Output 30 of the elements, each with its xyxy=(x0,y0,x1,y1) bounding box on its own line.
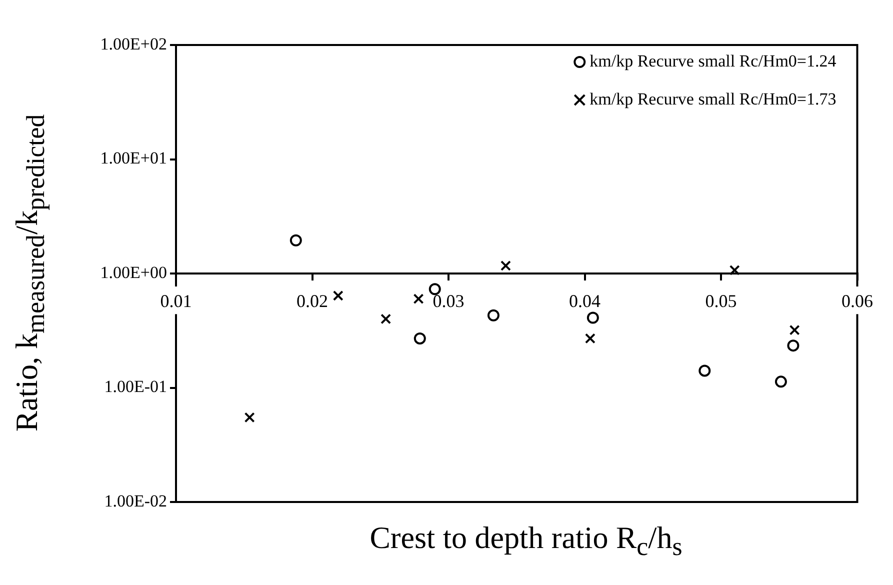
x-tick-label: 0.06 xyxy=(842,291,873,312)
point xyxy=(787,340,800,352)
y-tick-label: 1.00E-02 xyxy=(104,491,167,510)
point xyxy=(789,324,800,336)
point xyxy=(584,333,596,344)
point xyxy=(586,312,599,324)
point xyxy=(414,332,426,344)
point xyxy=(332,290,344,301)
x-tick-label: 0.05 xyxy=(705,291,737,312)
x-tick-label: 0.01 xyxy=(160,291,192,312)
legend-label: km/kp Recurve small Rc/Hm0=1.24 xyxy=(590,51,837,70)
y-tick-label: 1.00E+01 xyxy=(100,148,167,168)
point xyxy=(244,412,255,423)
point xyxy=(487,309,500,322)
legend-label: km/kp Recurve small Rc/Hm0=1.73 xyxy=(590,89,836,108)
point xyxy=(729,264,740,276)
y-tick-label: 1.00E+02 xyxy=(100,34,167,54)
x-axis-title: Crest to depth ratio R$_{c}$/h$_{s}$ xyxy=(368,520,684,562)
x-tick-label: 0.02 xyxy=(296,291,328,312)
point xyxy=(290,234,302,246)
x-tick-label: 0.04 xyxy=(569,291,600,312)
point xyxy=(428,283,441,296)
point xyxy=(500,260,511,271)
x-tick-label: 0.03 xyxy=(432,291,464,312)
y-tick-label: 1.00E+00 xyxy=(100,262,167,282)
point xyxy=(380,314,392,324)
point xyxy=(698,364,711,377)
point xyxy=(774,376,787,388)
point xyxy=(413,294,424,304)
y-tick-label: 1.00E-01 xyxy=(104,377,167,396)
